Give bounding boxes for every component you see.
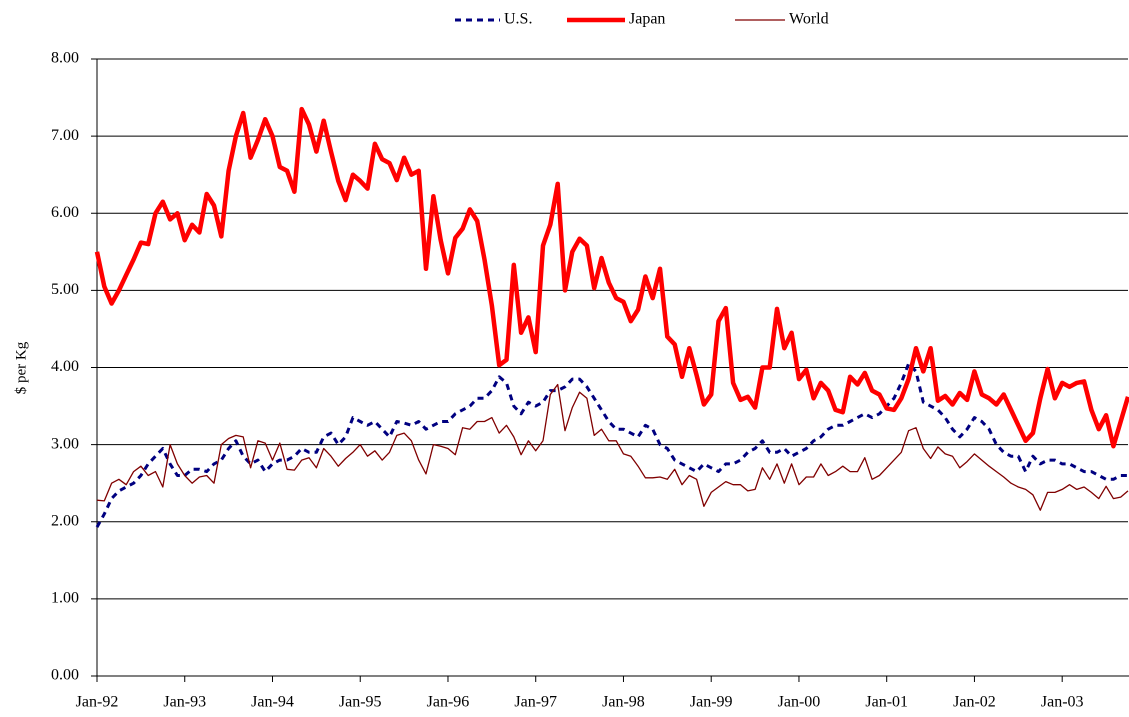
y-tick-label: 5.00: [51, 281, 79, 298]
y-axis-label: $ per Kg: [13, 341, 29, 394]
y-tick-label: 7.00: [51, 127, 79, 144]
y-tick-label: 0.00: [51, 667, 79, 684]
x-tick-label: Jan-98: [602, 694, 645, 711]
x-tick-label: Jan-02: [953, 694, 996, 711]
x-tick-label: Jan-00: [778, 694, 821, 711]
legend-label: U.S.: [504, 11, 532, 28]
y-tick-label: 1.00: [51, 590, 79, 607]
y-tick-label: 3.00: [51, 435, 79, 452]
y-tick-label: 8.00: [51, 50, 79, 67]
legend-label: Japan: [629, 11, 665, 28]
x-tick-label: Jan-99: [690, 694, 733, 711]
y-tick-label: 6.00: [51, 204, 79, 221]
x-tick-label: Jan-01: [865, 694, 908, 711]
x-tick-label: Jan-97: [514, 694, 557, 711]
y-tick-label: 4.00: [51, 358, 79, 375]
x-tick-label: Jan-94: [251, 694, 294, 711]
y-tick-label: 2.00: [51, 512, 79, 529]
x-tick-label: Jan-92: [76, 694, 119, 711]
series-line: [95, 362, 1128, 528]
series-line: [94, 106, 1129, 449]
series-line: [96, 383, 1129, 511]
x-tick-label: Jan-93: [163, 694, 206, 711]
legend-label: World: [789, 11, 829, 28]
x-tick-label: Jan-03: [1041, 694, 1084, 711]
x-tick-label: Jan-95: [339, 694, 382, 711]
x-tick-label: Jan-96: [427, 694, 470, 711]
